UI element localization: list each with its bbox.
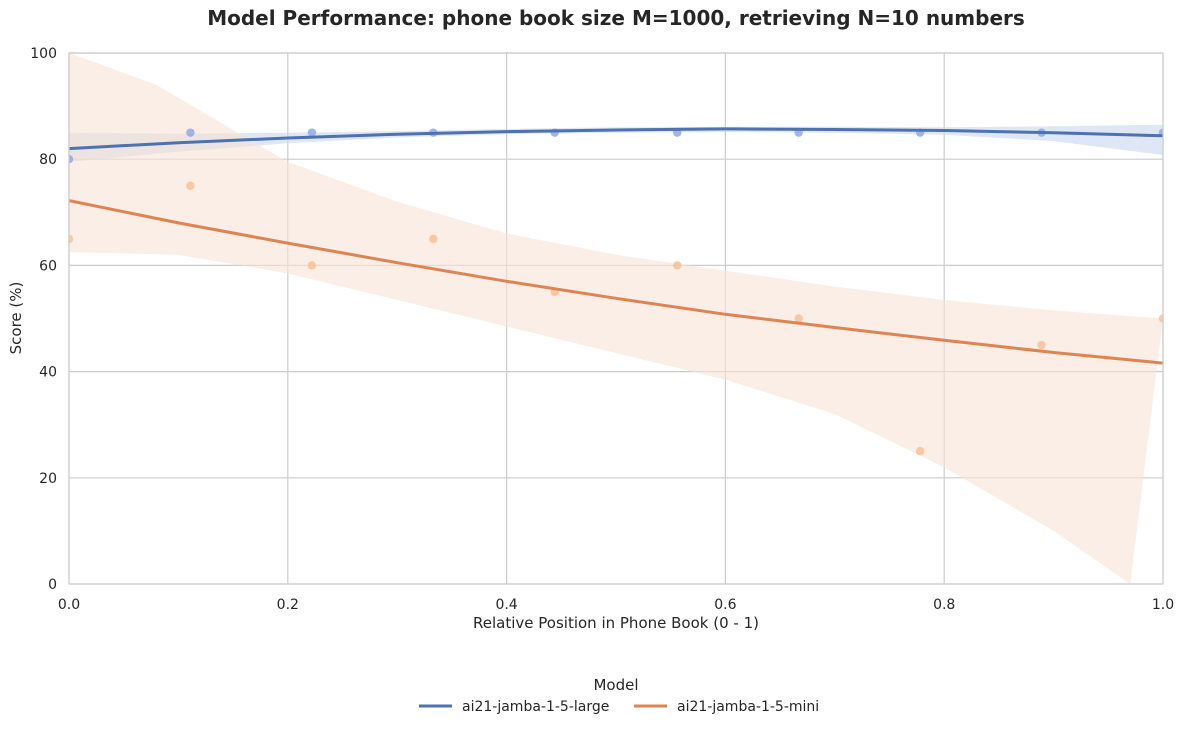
data-point-mini <box>307 261 317 270</box>
x-tick-label: 0.8 <box>933 597 955 613</box>
x-tick-label: 1.0 <box>1152 597 1174 613</box>
legend-label-mini: ai21-jamba-1-5-mini <box>677 699 819 715</box>
x-tick-label: 0.0 <box>58 597 80 613</box>
data-point-large <box>186 128 195 137</box>
y-tick-label: 60 <box>39 258 57 274</box>
data-point-mini <box>794 314 803 323</box>
y-tick-label: 40 <box>39 365 57 381</box>
plot-frame <box>68 52 1164 585</box>
data-point-mini <box>1158 314 1163 323</box>
data-point-mini <box>673 261 682 270</box>
data-point-large <box>69 155 74 164</box>
data-point-mini <box>1037 340 1046 350</box>
data-point-mini <box>429 234 438 244</box>
x-tick-label: 0.2 <box>277 597 299 613</box>
y-tick-label: 100 <box>30 46 57 62</box>
y-tick-label: 80 <box>39 152 57 168</box>
x-tick-label: 0.6 <box>714 597 736 613</box>
x-axis-label: Relative Position in Phone Book (0 - 1) <box>473 614 759 632</box>
confidence-band-large <box>69 124 1163 162</box>
confidence-band-mini <box>69 53 1163 584</box>
data-point-mini <box>186 181 195 190</box>
data-point-mini <box>69 234 74 244</box>
fit-line-large <box>69 127 1163 151</box>
fit-line-mini <box>69 199 1163 365</box>
chart-title: Model Performance: phone book size M=100… <box>207 6 1025 30</box>
y-tick-label: 20 <box>39 471 57 487</box>
fit-lines <box>69 127 1163 365</box>
confidence-bands <box>69 53 1163 584</box>
x-tick-label: 0.4 <box>495 597 517 613</box>
y-tick-label: 0 <box>48 577 57 593</box>
legend-title: Model <box>593 676 638 694</box>
legend: Model ai21-jamba-1-5-large ai21-jamba-1-… <box>419 676 819 715</box>
y-axis-label: Score (%) <box>7 282 25 355</box>
data-point-large <box>307 128 317 137</box>
data-point-mini <box>915 447 925 456</box>
legend-label-large: ai21-jamba-1-5-large <box>462 699 609 715</box>
tick-labels: 0.0 0.2 0.4 0.6 0.8 1.0 0 20 40 60 80 100 <box>30 46 1174 613</box>
